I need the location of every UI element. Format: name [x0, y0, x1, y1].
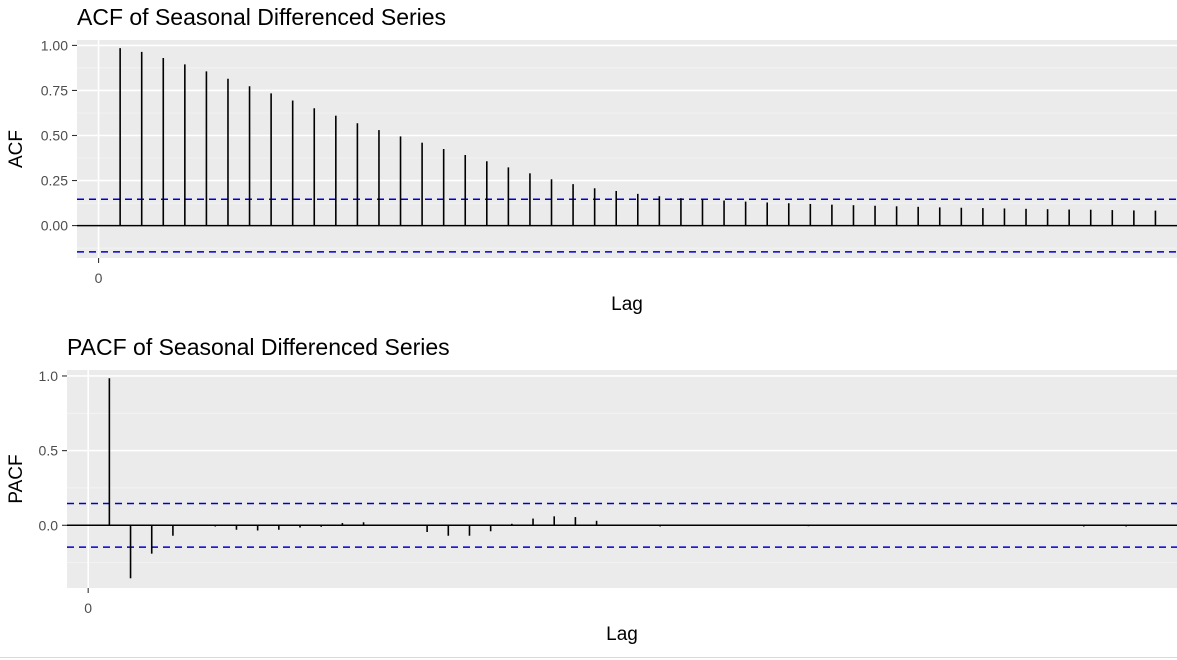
pacf-plot-background: [67, 370, 1177, 588]
acf-x-axis-label: Lag: [611, 294, 643, 315]
acf-panel: ACF of Seasonal Differenced Series 0.000…: [6, 4, 1177, 315]
bottom-divider: [0, 657, 1177, 658]
acf-plot-background: [77, 40, 1177, 258]
acf-y-ticks-group: 0.00 0.25 0.50 0.75 1.00: [41, 37, 77, 234]
pacf-title: PACF of Seasonal Differenced Series: [67, 334, 450, 360]
pacf-bars-group: [108, 378, 1127, 579]
pacf-x-tick-label: 0: [84, 600, 92, 616]
acf-title: ACF of Seasonal Differenced Series: [77, 4, 446, 30]
acf-y-tick-label: 0.75: [41, 82, 68, 98]
acf-bars-group: [119, 48, 1157, 226]
acf-y-axis-label: ACF: [6, 130, 27, 168]
acf-x-tick-label: 0: [95, 270, 103, 286]
pacf-x-ticks-group: 0: [84, 588, 92, 616]
acf-y-tick-label: 0.00: [41, 218, 68, 234]
pacf-y-tick-label: 0.0: [39, 517, 59, 533]
acf-y-tick-label: 1.00: [41, 37, 68, 53]
pacf-panel: PACF of Seasonal Differenced Series 0.00…: [6, 334, 1177, 645]
acf-y-tick-label: 0.25: [41, 173, 68, 189]
acf-y-tick-label: 0.50: [41, 127, 68, 143]
pacf-x-axis-label: Lag: [606, 624, 638, 645]
pacf-grid-group: [67, 370, 1177, 588]
pacf-y-tick-label: 1.0: [39, 368, 59, 384]
acf-confidence-group: [77, 198, 1177, 253]
acf-x-ticks-group: 0: [95, 258, 103, 286]
pacf-y-ticks-group: 0.0 0.5 1.0: [39, 368, 67, 533]
pacf-y-axis-label: PACF: [6, 454, 27, 503]
pacf-y-tick-label: 0.5: [39, 443, 59, 459]
acf-grid-group: [77, 40, 1177, 258]
pacf-confidence-group: [67, 502, 1177, 548]
